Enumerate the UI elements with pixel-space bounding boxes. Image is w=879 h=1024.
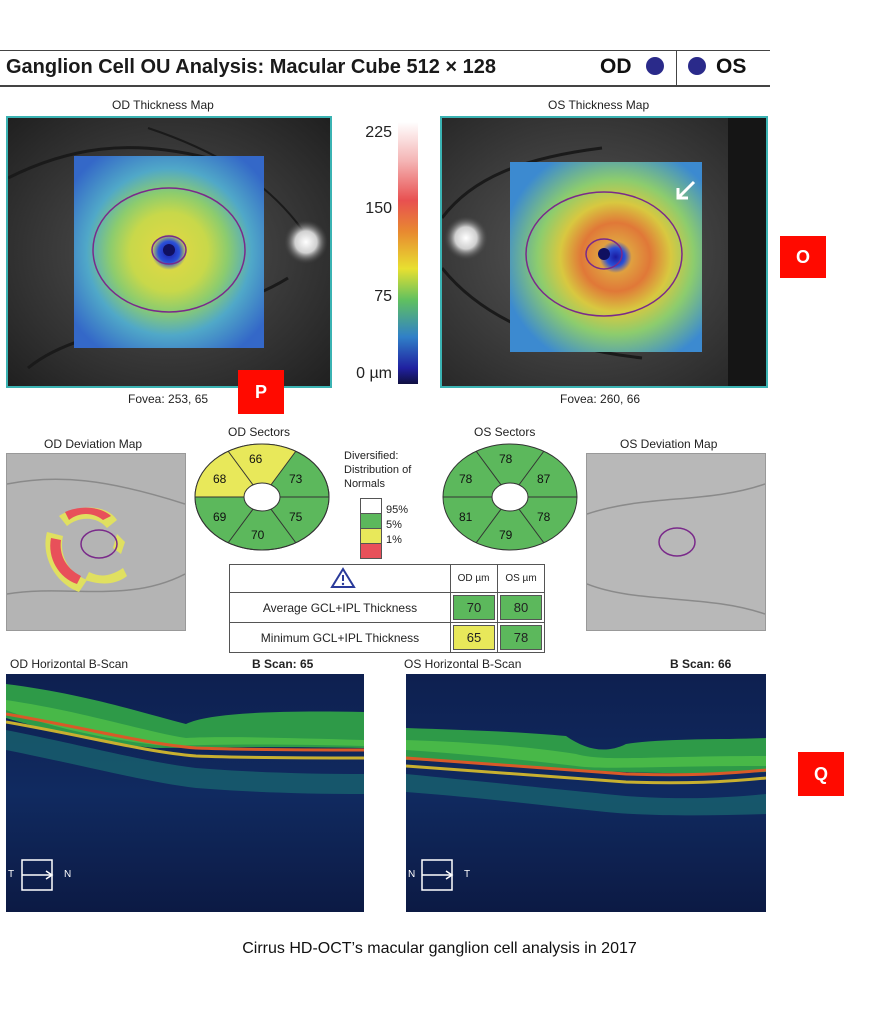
legend-5: 5% — [386, 519, 402, 531]
header-bottom-rule — [0, 85, 770, 87]
report-title: Ganglion Cell OU Analysis: Macular Cube … — [6, 56, 496, 78]
os-sector-inferonasal: 81 — [459, 510, 473, 524]
orientation-icon — [421, 859, 454, 891]
os-deviation-title: OS Deviation Map — [620, 437, 718, 451]
os-thickness-map — [440, 116, 768, 388]
os-sector-superonasal: 78 — [459, 472, 473, 486]
od-deviation-title: OD Deviation Map — [44, 437, 143, 451]
color-scale-bar — [398, 122, 418, 384]
os-sectors-title: OS Sectors — [474, 425, 536, 439]
table-row-average-od: 70 — [453, 595, 495, 620]
od-thickness-title: OD Thickness Map — [112, 98, 214, 112]
os-bscan-image: N T — [406, 674, 766, 912]
header-separator — [676, 50, 677, 86]
legend-95: 95% — [386, 504, 409, 516]
os-bscan-number: B Scan: 66 — [670, 657, 732, 671]
os-bscan-right-label: T — [464, 869, 471, 880]
os-sectors-chart: 78 87 78 79 81 78 — [441, 442, 579, 552]
orientation-icon — [21, 859, 54, 891]
od-fovea: Fovea: 253, 65 — [128, 392, 209, 406]
od-sectors-title: OD Sectors — [228, 425, 291, 439]
od-sector-superior: 66 — [249, 452, 263, 466]
table-col-divider-2 — [497, 565, 498, 652]
os-deviation-map — [586, 453, 766, 631]
od-bscan-left-label: T — [8, 869, 15, 880]
od-deviation-map — [6, 453, 186, 631]
legend-white — [360, 498, 382, 514]
od-thickness-map — [6, 116, 332, 388]
table-row-average-os: 80 — [500, 595, 542, 620]
tag-q: Q — [798, 752, 844, 796]
os-sector-superotemporal: 87 — [537, 472, 551, 486]
od-sector-inferotemporal: 69 — [213, 510, 227, 524]
legend-1: 1% — [386, 534, 402, 546]
table-row-minimum-od: 65 — [453, 625, 495, 650]
tag-o: O — [780, 236, 826, 278]
od-bscan-right-label: N — [64, 869, 72, 880]
od-bscan-title: OD Horizontal B-Scan — [10, 657, 129, 671]
figure-caption: Cirrus HD-OCT’s macular ganglion cell an… — [242, 940, 637, 957]
table-col-od: OD µm — [457, 573, 490, 584]
table-row-minimum-os: 78 — [500, 625, 542, 650]
scale-label-225: 225 — [365, 124, 392, 141]
os-bscan-left-label: N — [408, 869, 416, 880]
os-thickness-title: OS Thickness Map — [548, 98, 650, 112]
os-label: OS — [716, 55, 747, 78]
od-sectors-chart: 66 73 75 70 69 68 — [193, 442, 331, 552]
os-sector-superior: 78 — [499, 452, 513, 466]
tag-p: P — [238, 370, 284, 414]
os-bscan-title: OS Horizontal B-Scan — [404, 657, 522, 671]
legend-yellow — [360, 528, 382, 544]
od-sector-inferonasal: 75 — [289, 510, 303, 524]
os-sector-inferior: 79 — [499, 528, 513, 542]
arrow-icon — [676, 180, 696, 200]
od-sector-superotemporal: 68 — [213, 472, 227, 486]
thickness-table: OD µm OS µm Average GCL+IPL Thickness 70… — [229, 564, 545, 653]
scale-label-75: 75 — [374, 288, 392, 305]
od-sector-inferior: 70 — [251, 528, 265, 542]
os-fovea: Fovea: 260, 66 — [560, 392, 641, 406]
legend-green — [360, 513, 382, 529]
os-sector-inferotemporal: 78 — [537, 510, 551, 524]
od-bscan-number: B Scan: 65 — [252, 657, 314, 671]
table-row-divider-1 — [230, 592, 544, 593]
legend-title: Diversified: Distribution of Normals — [344, 450, 412, 490]
od-dot-icon — [646, 57, 664, 75]
table-col-divider-1 — [450, 565, 451, 652]
os-dot-icon — [688, 57, 706, 75]
od-label: OD — [600, 55, 632, 78]
table-col-os: OS µm — [505, 573, 537, 584]
scale-label-150: 150 — [365, 200, 392, 217]
legend-red — [360, 543, 382, 559]
od-sector-superonasal: 73 — [289, 472, 303, 486]
table-row-average-label: Average GCL+IPL Thickness — [262, 600, 418, 615]
table-row-minimum-label: Minimum GCL+IPL Thickness — [260, 630, 420, 645]
scale-label-0: 0 µm — [356, 365, 392, 382]
table-row-divider-2 — [230, 622, 544, 623]
od-bscan-image: T N — [6, 674, 364, 912]
warning-icon — [330, 567, 356, 594]
header-top-rule — [0, 50, 770, 51]
